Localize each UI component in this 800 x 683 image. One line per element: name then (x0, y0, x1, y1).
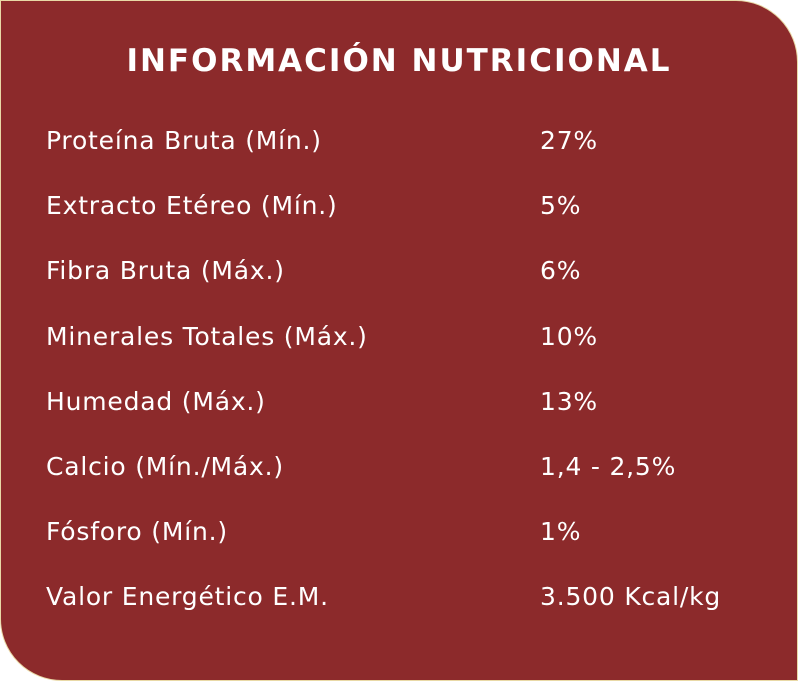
nutrient-value: 1% (540, 517, 582, 547)
panel-title: INFORMACIÓN NUTRICIONAL (126, 43, 672, 79)
nutrient-row: Humedad (Máx.) 13% (46, 380, 776, 445)
nutrient-row: Calcio (Mín./Máx.) 1,4 - 2,5% (46, 445, 776, 510)
nutrient-label: Humedad (Máx.) (46, 386, 266, 416)
nutrient-value: 1,4 - 2,5% (540, 451, 677, 481)
nutrient-row: Minerales Totales (Máx.) 10% (46, 315, 776, 380)
nutrient-label: Extracto Etéreo (Mín.) (46, 191, 338, 221)
nutrient-row: Valor Energético E.M. 3.500 Kcal/kg (46, 575, 776, 640)
nutrient-list: Proteína Bruta (Mín.) 27% Extracto Etére… (46, 119, 776, 641)
nutrient-label: Fósforo (Mín.) (46, 517, 228, 547)
nutrient-label: Valor Energético E.M. (46, 582, 329, 612)
nutrient-value: 5% (540, 191, 582, 221)
nutrient-row: Fibra Bruta (Máx.) 6% (46, 249, 776, 314)
nutrient-row: Fósforo (Mín.) 1% (46, 510, 776, 575)
nutrient-value: 13% (540, 386, 598, 416)
nutrient-label: Proteína Bruta (Mín.) (46, 126, 322, 155)
nutrient-label: Calcio (Mín./Máx.) (46, 451, 284, 481)
nutrient-value: 10% (540, 321, 598, 351)
nutrient-label: Minerales Totales (Máx.) (46, 321, 368, 351)
nutrient-value: 27% (540, 126, 598, 155)
nutrient-value: 6% (540, 256, 582, 286)
nutrient-row: Proteína Bruta (Mín.) 27% (46, 119, 776, 184)
nutrient-label: Fibra Bruta (Máx.) (46, 256, 285, 286)
nutrient-value: 3.500 Kcal/kg (540, 582, 722, 612)
nutrient-row: Extracto Etéreo (Mín.) 5% (46, 184, 776, 249)
